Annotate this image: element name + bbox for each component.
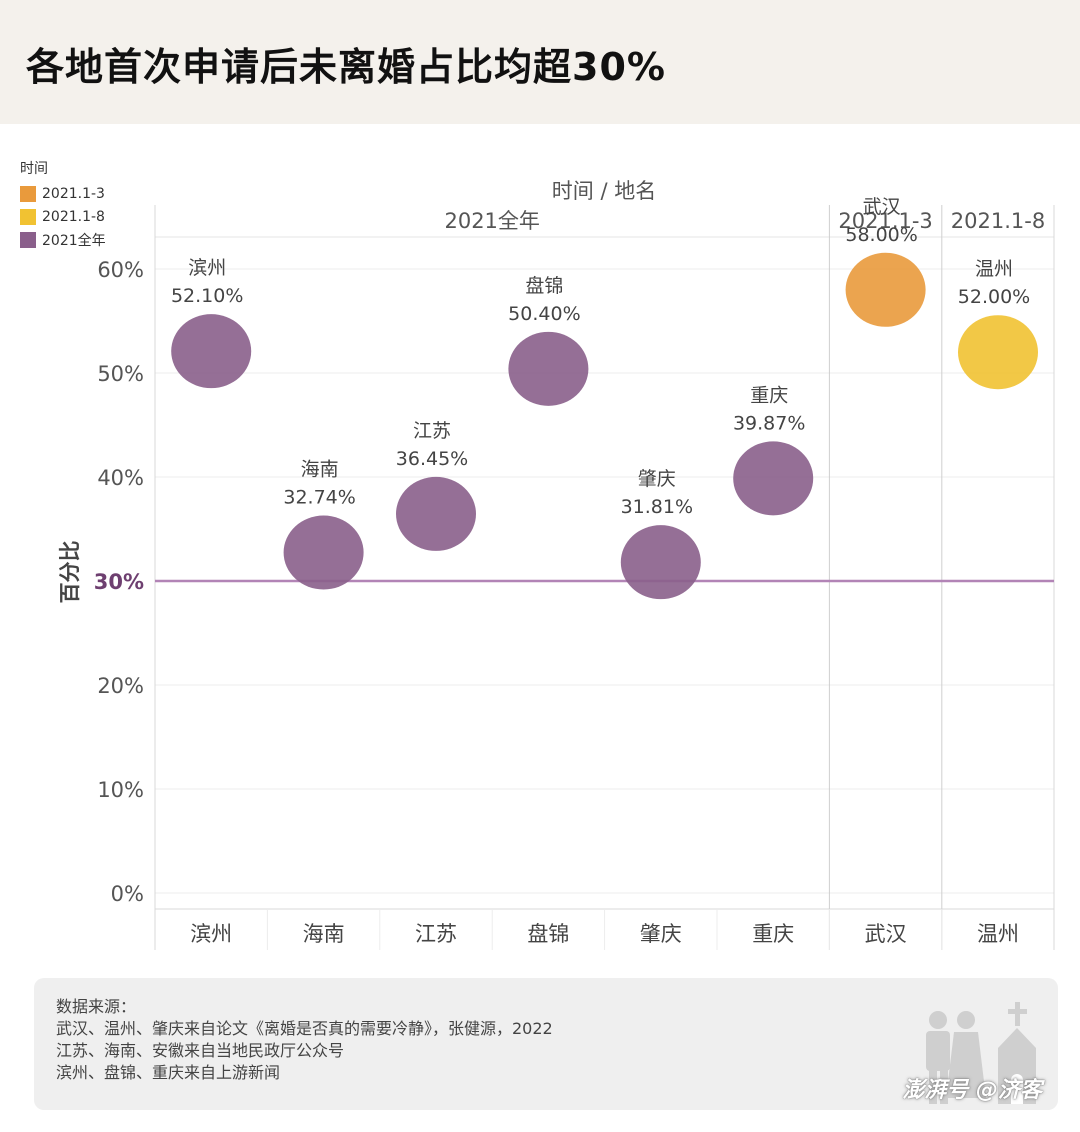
legend: 时间 2021.1-3 2021.1-8 2021全年 (20, 158, 106, 251)
bubble-温州 (958, 315, 1038, 390)
source-heading: 数据来源： (56, 997, 137, 1016)
legend-item-2021-1-3[interactable]: 2021.1-3 (20, 182, 106, 205)
bubble-value-label: 52.10% (171, 285, 243, 307)
bubble-name-label: 重庆 (750, 384, 788, 406)
legend-item-2021-1-8[interactable]: 2021.1-8 (20, 205, 106, 228)
x-tick-label: 温州 (977, 922, 1019, 946)
x-tick-label: 肇庆 (640, 922, 682, 946)
y-tick-label: 10% (97, 778, 144, 802)
bubble-chart: 时间 / 地名 2021全年 2021.1-3 2021.1-8 0% 10% 20% 30%… (58, 179, 1055, 950)
bubble-name-label: 江苏 (413, 420, 451, 442)
legend-label: 2021.1-3 (42, 185, 105, 202)
x-tick-label: 武汉 (865, 922, 907, 946)
y-tick-label: 50% (97, 362, 144, 386)
y-tick-label: 30% (94, 570, 144, 594)
legend-title: 时间 (20, 161, 48, 177)
source-text: 数据来源： 武汉、温州、肇庆来自论文《离婚是否真的需要冷静》，张健源，2022 … (56, 996, 553, 1084)
legend-label: 2021.1-8 (42, 208, 105, 225)
bubble-江苏 (396, 476, 476, 551)
bubble-value-label: 58.00% (845, 224, 917, 246)
legend-item-2021-full-year[interactable]: 2021全年 (20, 228, 106, 251)
page-title: 各地首次申请后未离婚占比均超30% (26, 45, 666, 89)
bubble-name-label: 海南 (301, 459, 339, 481)
bubble-value-label: 39.87% (733, 412, 805, 434)
legend-label: 2021全年 (42, 232, 106, 249)
x-tick-label: 重庆 (752, 922, 794, 946)
bubble-武汉 (845, 252, 926, 327)
bubble-name-label: 武汉 (863, 196, 901, 218)
legend-swatch (20, 208, 36, 225)
bubble-name-label: 滨州 (188, 257, 226, 279)
watermark: 澎湃号 @济客 (902, 1078, 1042, 1103)
x-tick-label: 江苏 (415, 922, 457, 946)
axis-super-title: 时间 / 地名 (552, 179, 656, 203)
panel-header: 2021.1-8 (951, 209, 1045, 233)
y-axis-label: 百分比 (58, 541, 82, 604)
source-line: 江苏、海南、安徽来自当地民政厅公众号 (56, 1041, 345, 1060)
bubble-name-label: 盘锦 (525, 275, 563, 297)
bubble-肇庆 (620, 525, 701, 600)
x-tick-label: 盘锦 (527, 922, 569, 946)
bubble-盘锦 (508, 331, 589, 406)
bubble-海南 (283, 515, 364, 590)
x-tick-label: 海南 (303, 922, 345, 946)
bubble-value-label: 50.40% (508, 303, 580, 325)
x-tick-label: 滨州 (190, 922, 232, 946)
header: 各地首次申请后未离婚占比均超30% (0, 0, 1080, 124)
bubble-滨州 (171, 314, 252, 389)
wedding-church-icon (926, 1002, 1036, 1104)
panel-header: 2021全年 (444, 209, 539, 233)
y-tick-label: 40% (97, 466, 144, 490)
bubble-name-label: 肇庆 (638, 468, 676, 490)
bubble-value-label: 36.45% (396, 448, 468, 470)
legend-swatch (20, 231, 36, 248)
bubble-value-label: 52.00% (958, 286, 1030, 308)
bubble-value-label: 32.74% (283, 487, 355, 509)
bubble-重庆 (733, 441, 814, 516)
bubble-name-label: 温州 (975, 258, 1013, 280)
y-tick-label: 20% (97, 674, 144, 698)
panel-header: 2021.1-3 (838, 209, 932, 233)
bubble-value-label: 31.81% (621, 496, 693, 518)
legend-swatch (20, 185, 36, 202)
y-tick-label: 0% (111, 882, 144, 906)
y-tick-label: 60% (97, 258, 144, 282)
source-line: 滨州、盘锦、重庆来自上游新闻 (56, 1063, 281, 1082)
source-panel: 数据来源： 武汉、温州、肇庆来自论文《离婚是否真的需要冷静》，张健源，2022 … (34, 978, 1058, 1110)
source-line: 武汉、温州、肇庆来自论文《离婚是否真的需要冷静》，张健源，2022 (56, 1019, 553, 1038)
